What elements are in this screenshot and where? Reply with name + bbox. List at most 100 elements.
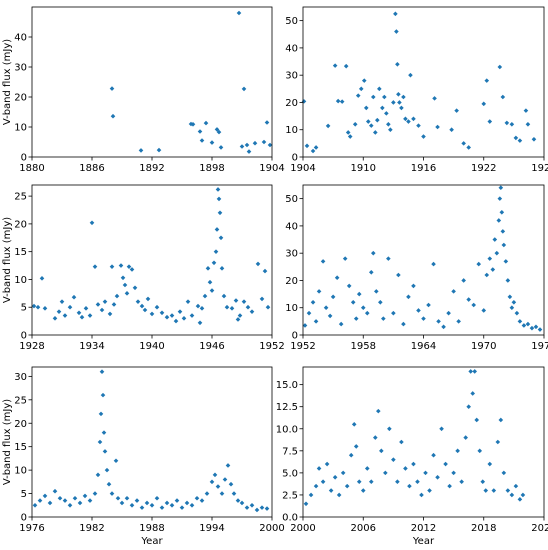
data-point	[338, 321, 344, 327]
data-point	[451, 289, 456, 294]
data-point	[480, 479, 486, 485]
data-point	[216, 129, 222, 135]
data-point	[393, 11, 398, 17]
data-point	[324, 461, 330, 467]
data-point	[303, 501, 309, 507]
data-point	[145, 296, 151, 302]
data-point	[31, 303, 37, 309]
data-point	[246, 149, 252, 154]
data-point	[421, 134, 426, 139]
data-point	[386, 121, 391, 127]
data-point	[102, 449, 108, 454]
data-point	[387, 426, 392, 432]
data-point	[517, 497, 523, 502]
x-tick-label: 1916	[411, 163, 436, 174]
data-point	[459, 479, 464, 485]
x-axis-label: Year	[140, 536, 163, 547]
data-point	[484, 272, 490, 278]
y-axis-label: V-band flux (mJy)	[2, 217, 13, 303]
data-point	[244, 142, 250, 148]
data-point	[436, 319, 441, 324]
data-point	[401, 321, 406, 327]
data-point	[244, 505, 250, 510]
data-point	[500, 229, 506, 234]
data-point	[373, 130, 378, 135]
data-point	[235, 317, 241, 322]
data-point	[525, 121, 531, 127]
data-point	[411, 461, 416, 467]
data-point	[352, 121, 358, 127]
plot-frame	[31, 366, 273, 518]
x-tick-label: 1952	[259, 341, 284, 352]
data-point	[325, 123, 331, 129]
data-point	[262, 268, 268, 274]
data-point	[249, 309, 255, 314]
panel-2: 1904 1910 1916 1922 1928 0 10 20 30 40 50	[285, 6, 548, 174]
data-point	[328, 488, 334, 493]
data-point	[503, 259, 509, 264]
x-tick-label: 1958	[351, 341, 376, 352]
x-tick-label: 2024	[531, 523, 548, 534]
data-point	[109, 491, 115, 496]
data-point	[42, 306, 48, 311]
y-tick-label: 15.0	[276, 380, 298, 391]
data-point	[189, 502, 195, 508]
data-point	[521, 323, 527, 328]
data-point	[225, 463, 231, 468]
x-tick-label: 1964	[411, 341, 436, 352]
data-series	[303, 369, 526, 507]
y-tick-label: 25	[14, 192, 27, 203]
data-point	[368, 479, 374, 485]
data-point	[229, 306, 235, 311]
data-point	[72, 495, 78, 501]
data-point	[355, 93, 361, 98]
data-point	[95, 302, 101, 307]
x-tick-label: 1934	[79, 341, 104, 352]
data-point	[139, 505, 145, 510]
data-point	[224, 304, 230, 310]
data-point	[177, 309, 183, 314]
y-tick-label: 40	[285, 221, 298, 232]
x-tick-label: 1904	[290, 163, 315, 174]
y-tick-label: 30	[14, 372, 27, 383]
data-point	[336, 492, 342, 498]
data-point	[345, 130, 351, 135]
data-point	[241, 86, 247, 92]
data-point	[395, 479, 400, 485]
data-point	[373, 435, 378, 440]
data-point	[401, 94, 406, 100]
data-point	[419, 492, 424, 498]
data-point	[496, 218, 502, 223]
data-point	[316, 466, 322, 471]
panel-5: 1976 1982 1988 1994 2000 0 5 10 15 20 25 30 V-band f…	[2, 366, 285, 547]
data-point	[497, 64, 503, 70]
y-tick-label: 30	[285, 249, 298, 260]
data-point	[241, 299, 247, 304]
data-point	[308, 492, 314, 498]
data-point	[310, 299, 316, 305]
data-point	[454, 108, 459, 113]
data-point	[62, 313, 68, 318]
data-point	[320, 259, 326, 264]
data-point	[378, 299, 383, 305]
data-point	[139, 303, 145, 309]
data-point	[396, 91, 401, 97]
data-point	[190, 122, 196, 127]
data-point	[199, 498, 205, 503]
data-point	[62, 498, 68, 503]
y-tick-label: 10	[14, 275, 27, 286]
data-point	[113, 458, 119, 464]
data-point	[129, 267, 135, 272]
data-point	[138, 148, 144, 153]
data-point	[381, 316, 386, 321]
data-point	[470, 391, 476, 396]
y-tick-label: 10	[285, 125, 298, 136]
data-point	[115, 495, 121, 501]
data-point	[379, 448, 384, 454]
x-tick-label: 2012	[411, 523, 436, 534]
data-point	[77, 500, 83, 506]
data-point	[431, 261, 436, 267]
data-point	[194, 495, 200, 501]
data-point	[380, 105, 385, 111]
data-point	[215, 484, 221, 489]
